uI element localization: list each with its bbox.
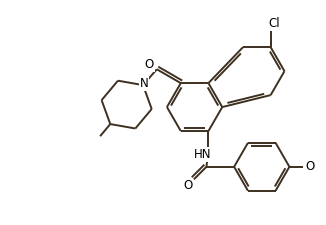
Text: O: O xyxy=(183,179,192,192)
Text: O: O xyxy=(305,160,315,173)
Text: Cl: Cl xyxy=(269,17,280,30)
Text: N: N xyxy=(140,77,148,90)
Text: HN: HN xyxy=(194,148,211,161)
Text: O: O xyxy=(144,58,154,71)
